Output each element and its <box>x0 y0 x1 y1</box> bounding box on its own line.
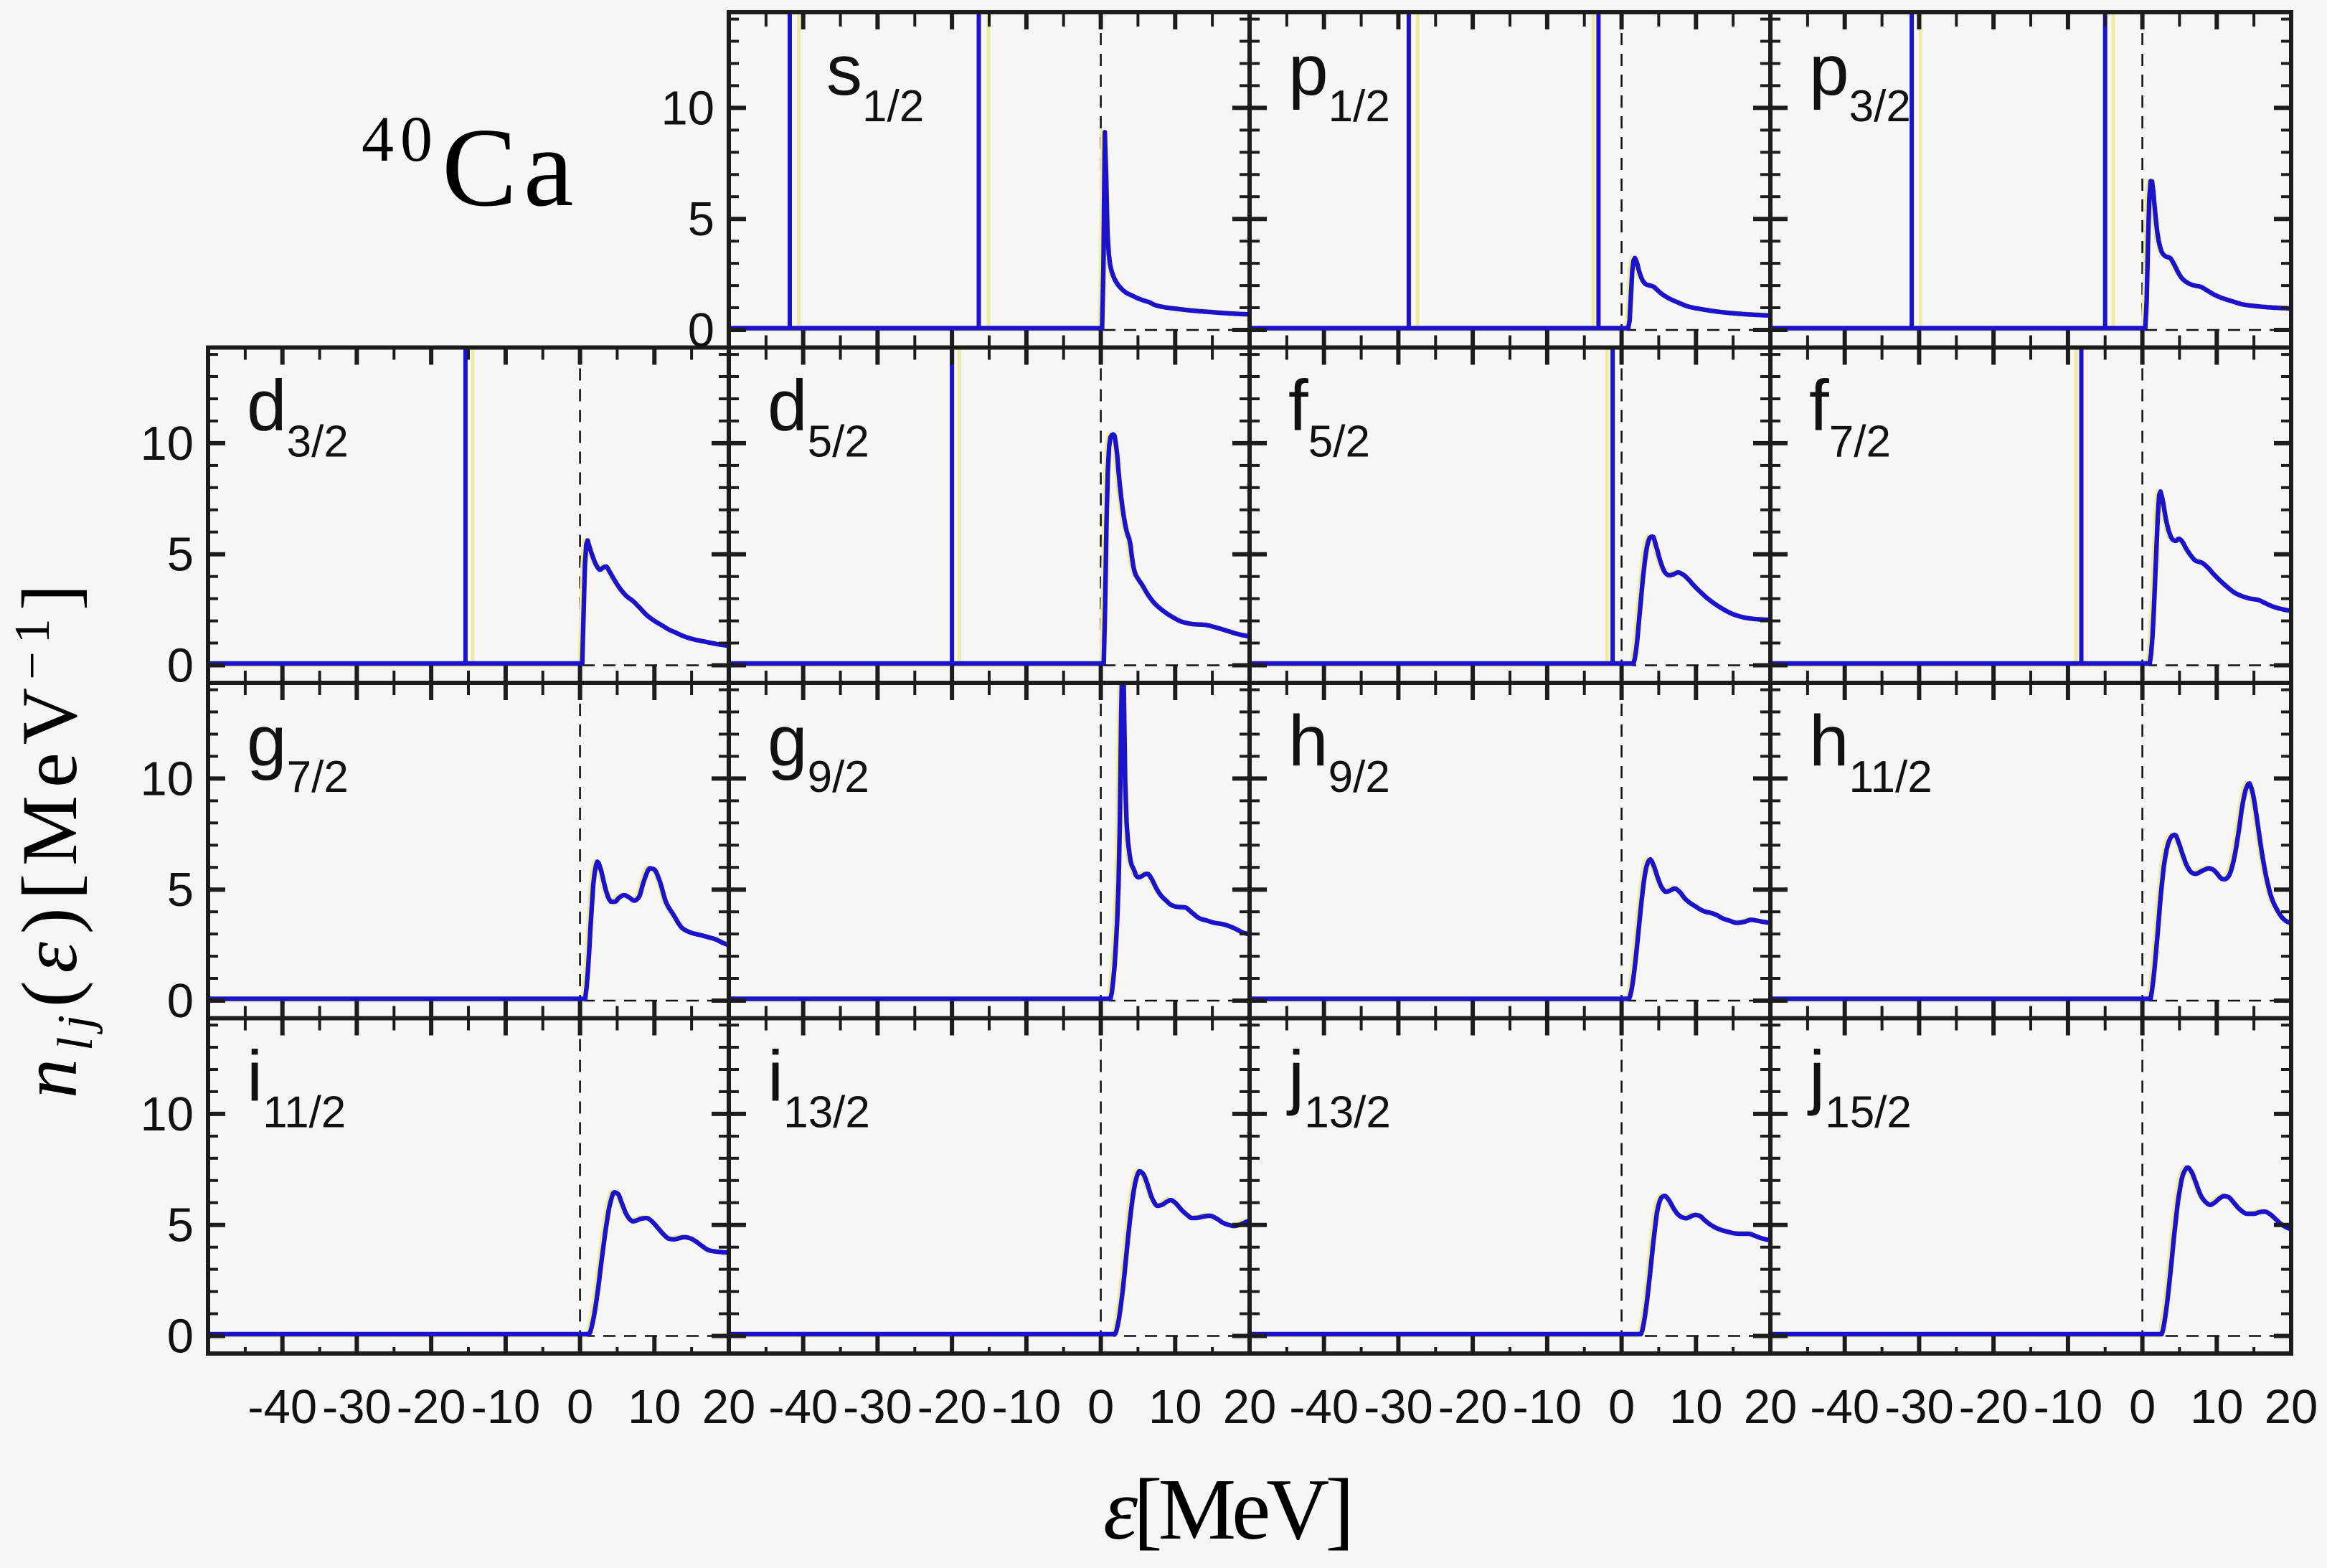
svg-text:0: 0 <box>167 974 194 1028</box>
svg-text:0: 0 <box>167 1310 194 1364</box>
svg-text:0: 0 <box>167 639 194 693</box>
svg-text:-30: -30 <box>1364 1380 1433 1434</box>
svg-text:-10: -10 <box>2033 1380 2102 1434</box>
svg-text:-10: -10 <box>1512 1380 1582 1434</box>
svg-text:-40: -40 <box>1289 1380 1359 1434</box>
svg-text:10: 10 <box>1148 1380 1202 1434</box>
svg-text:-30: -30 <box>322 1380 392 1434</box>
svg-text:10: 10 <box>140 752 194 806</box>
svg-text:10: 10 <box>2190 1380 2244 1434</box>
svg-text:-30: -30 <box>1884 1380 1954 1434</box>
svg-text:10: 10 <box>140 1087 194 1141</box>
svg-text:5: 5 <box>167 1199 194 1252</box>
svg-text:5: 5 <box>167 863 194 917</box>
svg-text:-20: -20 <box>917 1380 987 1434</box>
svg-text:20: 20 <box>2265 1380 2318 1434</box>
svg-text:-10: -10 <box>991 1380 1061 1434</box>
svg-text:5: 5 <box>688 192 714 246</box>
svg-text:-10: -10 <box>471 1380 540 1434</box>
svg-text:10: 10 <box>140 417 194 471</box>
svg-text:nlj(ε)[MeV−1]: nlj(ε)[MeV−1] <box>5 577 103 1098</box>
svg-text:5: 5 <box>167 528 194 582</box>
svg-text:-20: -20 <box>1959 1380 2029 1434</box>
svg-text:0: 0 <box>1087 1380 1114 1434</box>
svg-text:40: 40 <box>362 104 439 175</box>
svg-text:-40: -40 <box>247 1380 317 1434</box>
svg-text:-40: -40 <box>1810 1380 1879 1434</box>
svg-text:0: 0 <box>2129 1380 2156 1434</box>
svg-text:10: 10 <box>1669 1380 1723 1434</box>
svg-text:-30: -30 <box>843 1380 912 1434</box>
svg-text:10: 10 <box>661 81 714 135</box>
svg-text:Ca: Ca <box>442 105 580 230</box>
svg-text:0: 0 <box>688 303 714 357</box>
svg-text:-20: -20 <box>397 1380 466 1434</box>
svg-text:0: 0 <box>1608 1380 1635 1434</box>
svg-text:20: 20 <box>702 1380 756 1434</box>
svg-text:20: 20 <box>1223 1380 1277 1434</box>
svg-text:10: 10 <box>628 1380 681 1434</box>
svg-text:-20: -20 <box>1438 1380 1508 1434</box>
svg-text:0: 0 <box>567 1380 593 1434</box>
svg-text:ε[MeV]: ε[MeV] <box>1103 1461 1350 1558</box>
svg-text:-40: -40 <box>768 1380 838 1434</box>
svg-text:20: 20 <box>1744 1380 1798 1434</box>
